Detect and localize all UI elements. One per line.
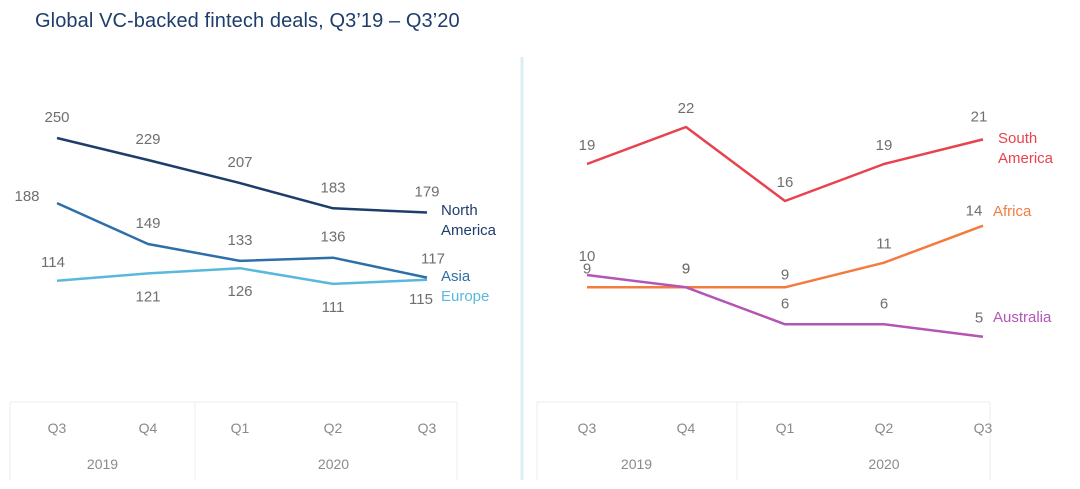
x-group-label: 2019 <box>621 456 652 472</box>
series-line-europe <box>56 266 428 286</box>
data-label-north-america: 179 <box>414 184 439 201</box>
x-tick-label: Q1 <box>231 420 250 436</box>
data-label-south-america: 21 <box>971 108 988 125</box>
legend-south-america: South America <box>998 130 1054 167</box>
x-tick-label: Q1 <box>776 420 795 436</box>
data-label-europe: 111 <box>322 299 345 316</box>
data-label-africa: 14 <box>966 203 983 220</box>
data-label-africa: 11 <box>876 236 892 253</box>
series-line-asia <box>56 201 428 279</box>
data-label-north-america: 229 <box>135 131 160 148</box>
data-label-asia: 117 <box>421 251 445 268</box>
legend-north-america: North America <box>441 202 497 239</box>
series-line-north-america <box>56 136 428 214</box>
x-tick-label: Q4 <box>139 420 158 436</box>
data-label-south-america: 22 <box>678 100 695 117</box>
data-label-europe: 114 <box>41 254 65 271</box>
x-tick-label: Q2 <box>875 420 894 436</box>
x-tick-label: Q2 <box>324 420 343 436</box>
series-line-south-america <box>586 125 984 203</box>
series-line-australia <box>586 273 984 338</box>
data-label-africa: 9 <box>583 260 591 277</box>
chart-panel-right: Q3 Q4 Q1 Q2 Q3 2019 2020 19 22 16 19 21 South America… <box>536 100 1054 480</box>
x-tick-label: Q3 <box>48 420 67 436</box>
data-label-north-america: 207 <box>227 154 252 171</box>
data-label-europe: 115 <box>409 291 433 308</box>
data-label-north-america: 183 <box>320 179 345 196</box>
data-label-asia: 133 <box>227 232 252 249</box>
data-label-south-america: 16 <box>777 174 794 191</box>
data-label-africa: 9 <box>682 260 690 277</box>
x-tick-label: Q4 <box>677 420 696 436</box>
data-label-australia: 6 <box>781 295 789 312</box>
data-label-australia: 10 <box>579 248 596 265</box>
chart-title: Global VC-backed fintech deals, Q3’19 – … <box>35 10 460 32</box>
data-label-asia: 136 <box>320 229 345 246</box>
data-label-africa: 9 <box>781 266 789 283</box>
legend-australia: Australia <box>993 309 1052 326</box>
data-label-north-america: 250 <box>44 109 69 126</box>
legend-europe: Europe <box>441 288 489 305</box>
data-label-asia: 188 <box>14 188 39 205</box>
data-label-south-america: 19 <box>876 137 893 154</box>
x-group-label: 2020 <box>868 456 899 472</box>
data-label-asia: 149 <box>135 215 160 232</box>
data-label-europe: 126 <box>227 283 252 300</box>
x-tick-label: Q3 <box>418 420 437 436</box>
x-group-label: 2020 <box>318 456 349 472</box>
x-group-label: 2019 <box>87 456 118 472</box>
series-line-africa <box>587 224 984 289</box>
data-label-australia: 5 <box>975 310 983 327</box>
x-tick-label: Q3 <box>578 420 597 436</box>
x-tick-label: Q3 <box>974 420 993 436</box>
legend-asia: Asia <box>441 268 471 285</box>
data-label-south-america: 19 <box>579 137 596 154</box>
data-label-australia: 6 <box>880 295 888 312</box>
legend-africa: Africa <box>993 203 1032 220</box>
data-label-europe: 121 <box>135 288 160 305</box>
data-label-australia: 9 <box>682 260 690 277</box>
